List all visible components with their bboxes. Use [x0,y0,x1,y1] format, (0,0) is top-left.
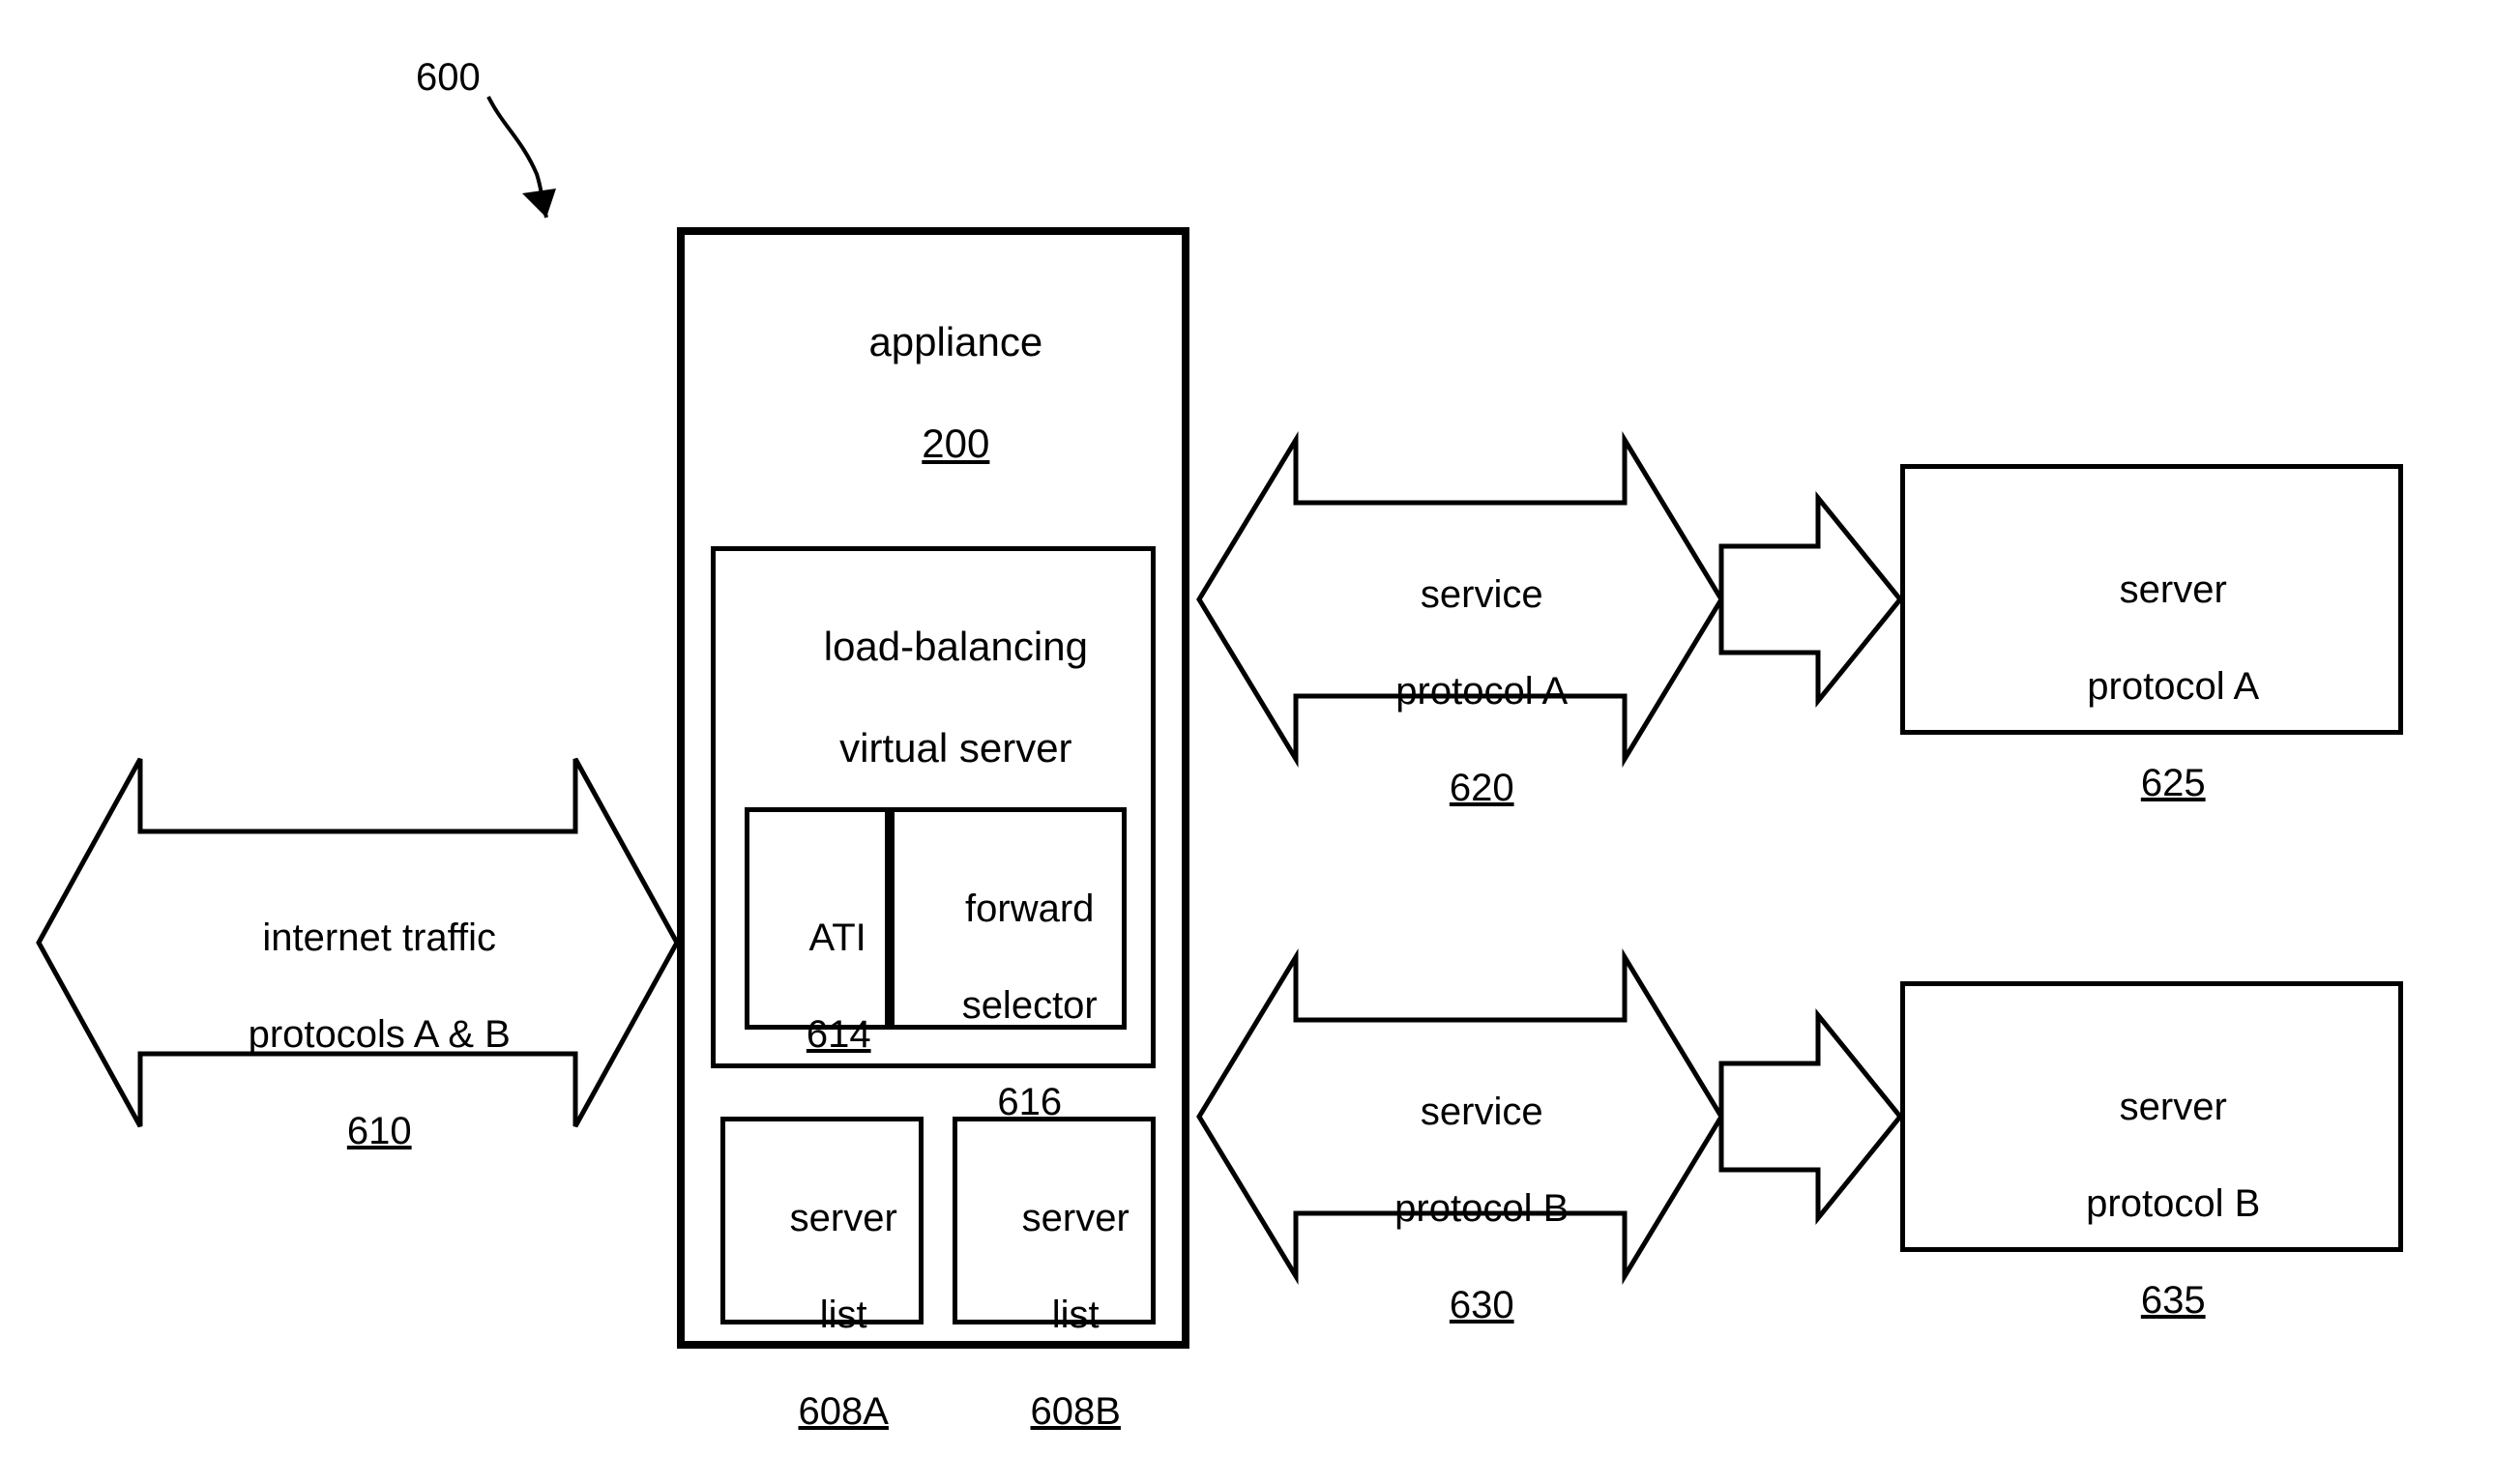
sla-ref: 608A [799,1390,889,1433]
slb-ref: 608B [1031,1390,1121,1433]
server-b-connector-arrow [0,0,2494,1375]
diagram-stage: 600 appliance 200 load-balancing virtual… [0,0,2494,1375]
